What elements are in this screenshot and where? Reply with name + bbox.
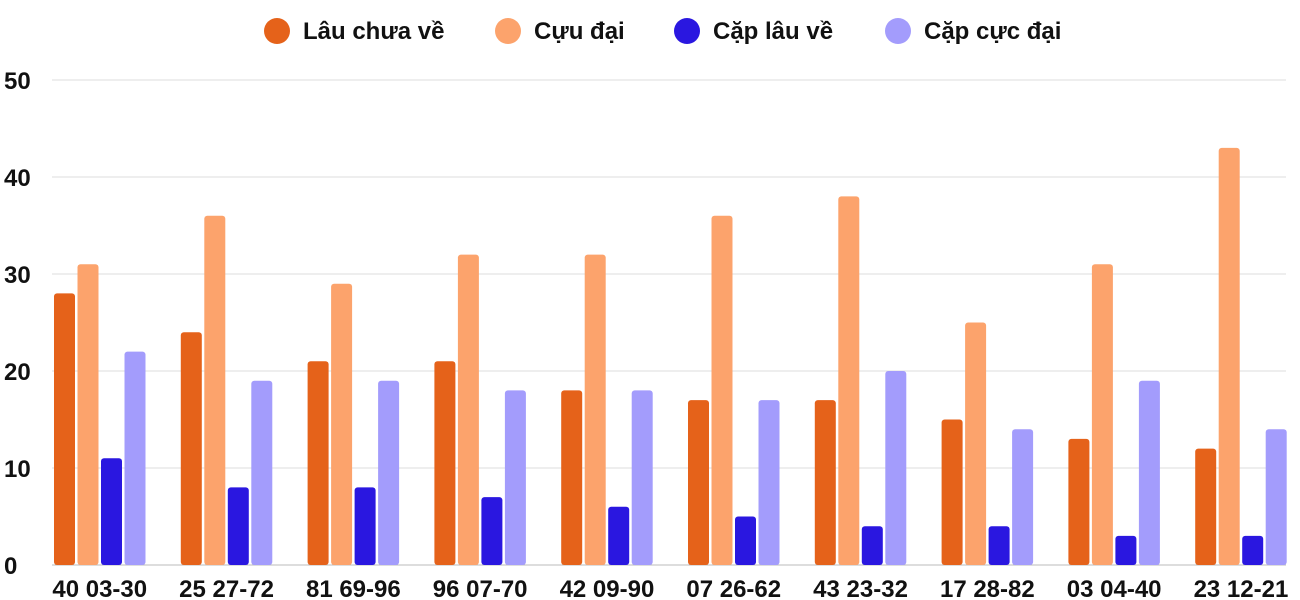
bar (101, 458, 122, 565)
x-category-label: 42 09-90 (560, 576, 655, 600)
bar (124, 351, 146, 565)
bar (180, 332, 202, 565)
y-tick-label: 20 (4, 359, 31, 386)
y-tick-label: 50 (4, 68, 31, 95)
bar (711, 215, 733, 566)
bar (688, 400, 709, 565)
legend-label: Lâu chưa về (303, 18, 444, 45)
bar (307, 361, 329, 565)
legend-swatch (495, 18, 521, 44)
x-category-label: 43 23-32 (813, 576, 908, 600)
bar (965, 322, 987, 565)
bar (885, 371, 907, 565)
bar (561, 390, 583, 565)
chart-bars (54, 147, 1287, 566)
y-tick-label: 30 (4, 262, 31, 289)
bar (584, 254, 606, 565)
bar (988, 526, 1010, 565)
bar (457, 254, 479, 565)
bar (481, 497, 503, 565)
bar (434, 361, 456, 565)
x-category-label: 03 04-40 (1067, 576, 1162, 600)
x-category-label: 07 26-62 (686, 576, 781, 600)
bar (631, 390, 653, 565)
bar (354, 487, 376, 565)
bar (1195, 448, 1217, 565)
bar (735, 516, 756, 565)
bar (861, 526, 883, 565)
x-category-label: 25 27-72 (179, 576, 274, 600)
bar (941, 419, 963, 565)
y-axis-ticks: 0 10 20 30 40 50 (4, 68, 31, 580)
bar (54, 293, 75, 565)
bar (814, 400, 836, 565)
bar (1265, 429, 1287, 565)
bar (378, 380, 400, 565)
x-axis-labels: 40 03-30 25 27-72 81 69-96 96 07-70 42 09-90… (52, 576, 1288, 600)
bar (504, 390, 526, 565)
legend-swatch (885, 18, 911, 44)
bar (77, 264, 99, 565)
x-category-label: 23 12-21 (1194, 576, 1289, 600)
y-tick-label: 40 (4, 165, 31, 192)
legend-item: Cựu đại (495, 18, 625, 45)
bar (758, 400, 780, 565)
bar (608, 506, 630, 565)
bar (1068, 438, 1090, 565)
x-category-label: 81 69-96 (306, 576, 401, 600)
x-category-label: 17 28-82 (940, 576, 1035, 600)
legend-swatch (674, 18, 700, 44)
x-category-label: 96 07-70 (433, 576, 528, 600)
x-category-label: 40 03-30 (52, 576, 147, 600)
legend-label: Cựu đại (534, 18, 625, 45)
bar (1138, 380, 1160, 565)
bar (204, 215, 226, 566)
legend-swatch (264, 18, 290, 44)
legend-item: Lâu chưa về (264, 18, 444, 45)
legend-label: Cặp lâu về (713, 18, 833, 45)
bar (1218, 147, 1240, 565)
bar (227, 487, 249, 565)
bar (1115, 535, 1137, 565)
bar (251, 380, 273, 565)
bar (331, 283, 353, 565)
legend-item: Cặp lâu về (674, 18, 833, 45)
y-tick-label: 10 (4, 456, 31, 483)
legend-label: Cặp cực đại (924, 18, 1061, 45)
bar (1012, 429, 1034, 565)
bar (1091, 264, 1113, 565)
legend-item: Cặp cực đại (885, 18, 1061, 45)
bar (838, 196, 860, 565)
chart-legend: Lâu chưa về Cựu đại Cặp lâu về Cặp cực đại (264, 18, 1061, 45)
y-tick-label: 0 (4, 553, 17, 580)
bar (1242, 535, 1264, 565)
